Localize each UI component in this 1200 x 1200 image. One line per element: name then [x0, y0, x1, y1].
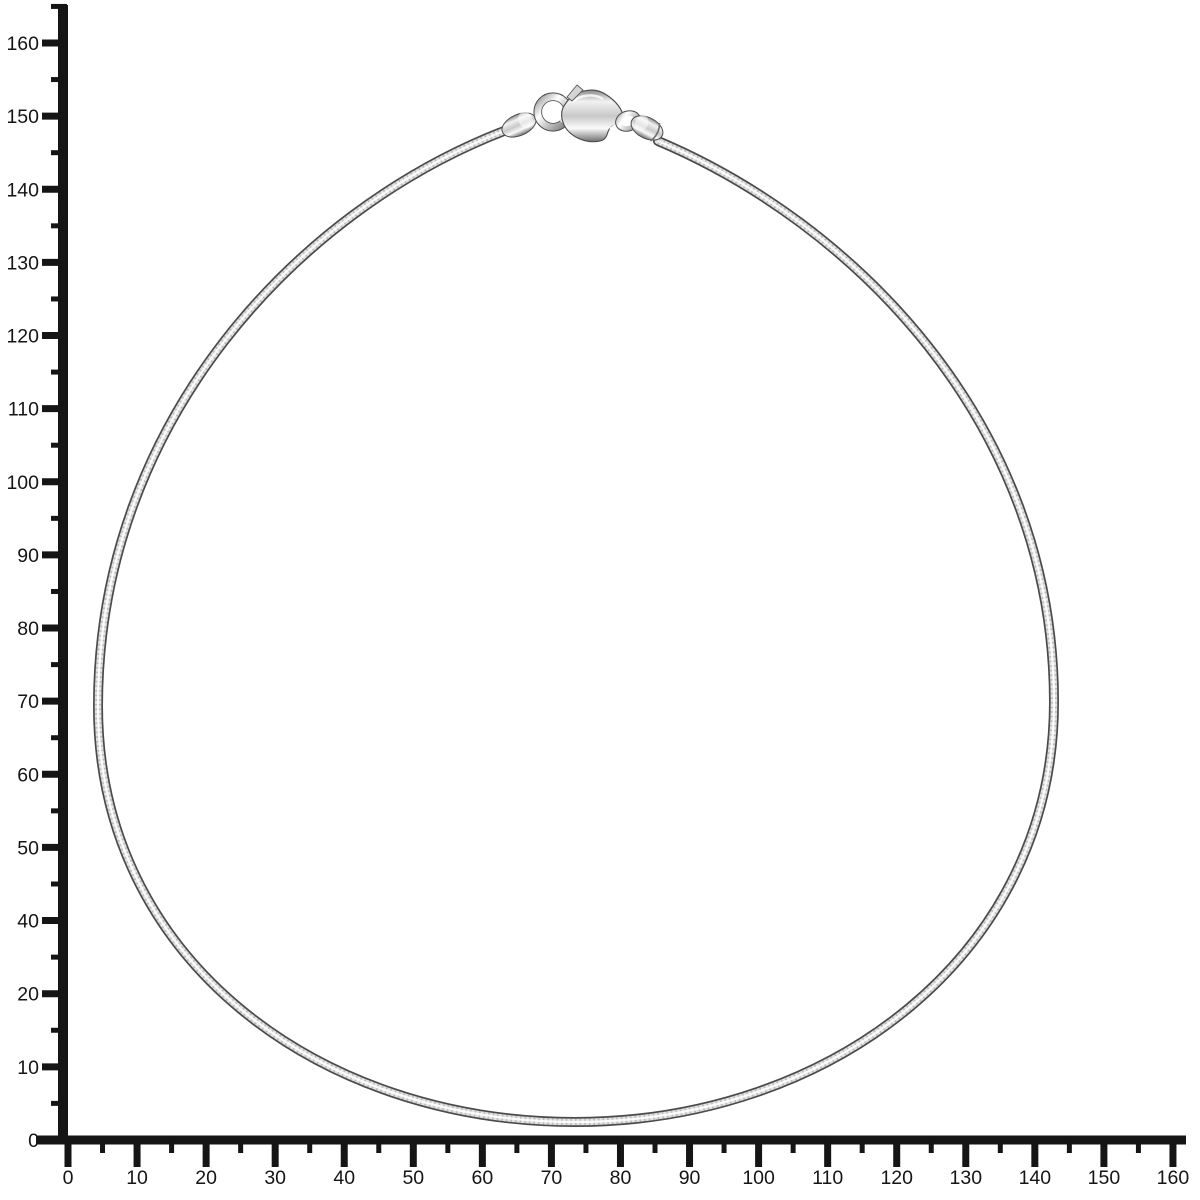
- clasp-trigger: [566, 84, 584, 102]
- y-tick-label: 10: [17, 1057, 39, 1079]
- y-tick-label: 110: [8, 399, 39, 421]
- lobster-clasp: [561, 84, 624, 143]
- x-tick-label: 70: [541, 1167, 563, 1189]
- x-tick-label: 10: [126, 1167, 148, 1189]
- x-tick-label: 110: [812, 1167, 843, 1189]
- right-end-cap: [630, 115, 664, 142]
- x-axis-ruler: 0 10 20 30 40 50 60 70 80 90 100 110 120 130 140 150 160: [36, 1135, 1190, 1189]
- y-tick-label: 60: [17, 764, 39, 786]
- necklace-image: [98, 84, 1054, 1122]
- y-tick-label: 20: [17, 984, 39, 1006]
- x-tick-label: 90: [679, 1167, 701, 1189]
- x-tick-label: 100: [742, 1167, 775, 1189]
- y-tick-label: 140: [6, 179, 39, 201]
- x-tick-label: 120: [880, 1167, 913, 1189]
- x-tick-label: 40: [333, 1167, 355, 1189]
- x-tick-label: 160: [1157, 1167, 1190, 1189]
- y-tick-label: 0: [28, 1130, 39, 1152]
- x-tick-label: 60: [472, 1167, 494, 1189]
- y-tick-label: 130: [6, 252, 39, 274]
- y-tick-label: 160: [6, 33, 39, 55]
- y-tick-label: 100: [6, 472, 39, 494]
- y-tick-label: 80: [17, 618, 39, 640]
- x-tick-label: 50: [402, 1167, 424, 1189]
- x-tick-label: 80: [610, 1167, 632, 1189]
- y-tick-label: 50: [17, 837, 39, 859]
- omega-chain: [98, 131, 1054, 1122]
- x-tick-label: 140: [1019, 1167, 1052, 1189]
- x-tick-label: 20: [195, 1167, 217, 1189]
- y-tick-label: 90: [17, 545, 39, 567]
- x-tick-label: 130: [950, 1167, 983, 1189]
- y-tick-label: 40: [17, 911, 39, 933]
- y-tick-label: 120: [6, 326, 39, 348]
- y-tick-label: 70: [17, 691, 39, 713]
- left-end-cap: [501, 111, 537, 138]
- y-tick-label: 150: [6, 106, 39, 128]
- x-tick-label: 30: [264, 1167, 286, 1189]
- x-tick-label: 150: [1088, 1167, 1121, 1189]
- x-tick-label: 0: [63, 1167, 74, 1189]
